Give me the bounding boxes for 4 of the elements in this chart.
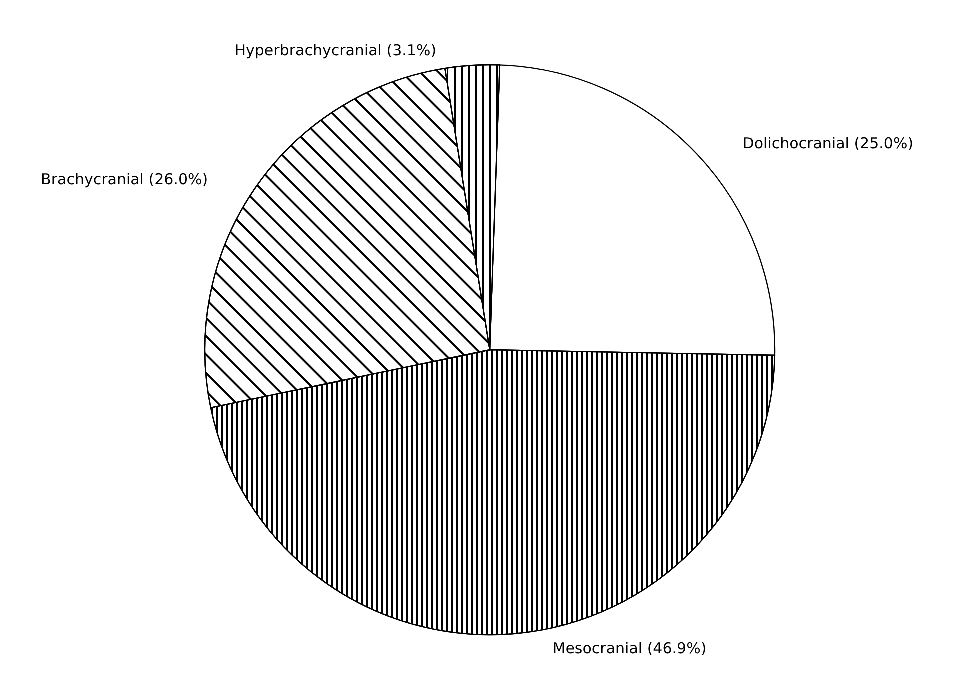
slice-label: Dolichocranial (25.0%) (742, 134, 914, 153)
slice-label: Mesocranial (46.9%) (552, 640, 707, 658)
slice-label: Hyperbrachycranial (3.1%) (234, 42, 437, 60)
slice-label: Brachycranial (26.0%) (41, 170, 208, 189)
